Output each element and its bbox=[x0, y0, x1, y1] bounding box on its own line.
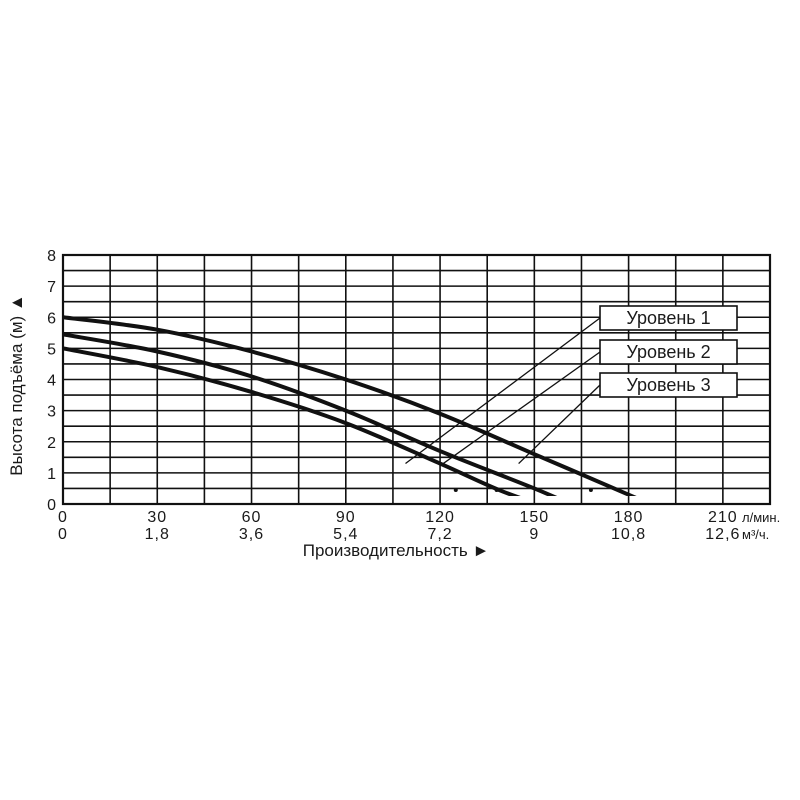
y-tick-label: 3 bbox=[47, 404, 56, 421]
callout-box-2 bbox=[599, 339, 738, 365]
x2-tick-label: 1,8 bbox=[145, 526, 170, 543]
y-tick-label: 8 bbox=[47, 248, 56, 265]
level-callouts: Уровень 1 Уровень 2 Уровень 3 bbox=[405, 305, 738, 465]
x-tick-label: 120 bbox=[425, 509, 455, 526]
y-tick-label: 4 bbox=[47, 373, 56, 390]
x2-tick-label: 0 bbox=[58, 526, 68, 543]
x2-units-label: м³/ч. bbox=[742, 527, 769, 542]
callout-label-2: Уровень 2 bbox=[626, 342, 710, 362]
curve-group bbox=[63, 346, 521, 496]
curve-line-2 bbox=[63, 332, 558, 496]
axis-tick-labels: 01234567800301,8603,6905,41207,215091801… bbox=[47, 248, 780, 543]
curve-end-1 bbox=[453, 487, 458, 492]
callout-leader-1 bbox=[405, 317, 601, 465]
callout-box-3 bbox=[599, 372, 738, 398]
x-tick-label: 60 bbox=[242, 509, 262, 526]
x-tick-label: 180 bbox=[614, 509, 644, 526]
y-tick-label: 1 bbox=[47, 466, 56, 483]
y-tick-label: 0 bbox=[47, 497, 56, 514]
x-units-label: л/мин. bbox=[742, 510, 780, 525]
curve-group bbox=[63, 315, 637, 496]
x-tick-label: 0 bbox=[58, 509, 68, 526]
curve-line-1 bbox=[63, 346, 521, 496]
y-tick-label: 2 bbox=[47, 435, 56, 452]
callout-leader-2 bbox=[442, 351, 601, 465]
x2-tick-label: 10,8 bbox=[611, 526, 646, 543]
callout-label-1: Уровень 1 bbox=[626, 308, 710, 328]
curve-end-3 bbox=[588, 487, 593, 492]
x2-tick-label: 9 bbox=[529, 526, 539, 543]
performance-curves bbox=[63, 315, 637, 496]
x-tick-label: 90 bbox=[336, 509, 356, 526]
callout-label-3: Уровень 3 bbox=[626, 375, 710, 395]
callout-leader-3 bbox=[518, 384, 601, 465]
x-tick-label: 150 bbox=[519, 509, 549, 526]
y-tick-label: 7 bbox=[47, 279, 56, 296]
y-axis-label: Высота подъёма (м) ▲ bbox=[7, 294, 26, 475]
plot-frame bbox=[61, 253, 772, 506]
y-tick-label: 5 bbox=[47, 341, 56, 358]
x2-tick-label: 3,6 bbox=[239, 526, 264, 543]
curve-end-2 bbox=[494, 487, 499, 492]
x2-tick-label: 5,4 bbox=[333, 526, 358, 543]
callout-box-1 bbox=[599, 305, 738, 331]
curve-line-3 bbox=[63, 315, 637, 496]
y-tick-label: 6 bbox=[47, 310, 56, 327]
curve-group bbox=[63, 332, 558, 496]
x-tick-label: 30 bbox=[147, 509, 167, 526]
x2-tick-label: 7,2 bbox=[427, 526, 452, 543]
x-tick-label: 210 bbox=[708, 509, 738, 526]
x2-tick-label: 12,6 bbox=[705, 526, 740, 543]
x-axis-label: Производительность ► bbox=[303, 541, 490, 560]
